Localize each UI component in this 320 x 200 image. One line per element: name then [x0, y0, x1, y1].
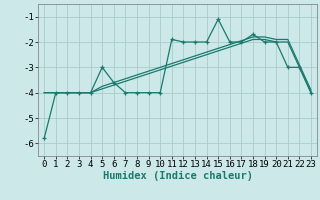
X-axis label: Humidex (Indice chaleur): Humidex (Indice chaleur)	[103, 171, 252, 181]
